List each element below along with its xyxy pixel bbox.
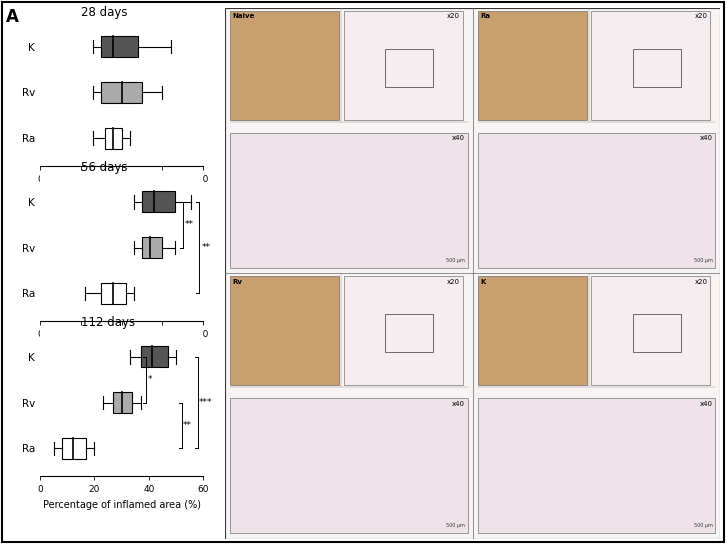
- Text: x40: x40: [452, 400, 465, 407]
- Bar: [478, 133, 715, 268]
- Text: 500 μm: 500 μm: [694, 258, 713, 263]
- Bar: [142, 237, 163, 258]
- Text: x40: x40: [700, 135, 713, 141]
- Text: 500 μm: 500 μm: [694, 523, 713, 528]
- Text: **: **: [185, 220, 194, 229]
- Bar: [142, 191, 175, 212]
- Text: A: A: [6, 8, 19, 26]
- Text: 500 μm: 500 μm: [446, 258, 465, 263]
- Bar: [141, 347, 168, 367]
- Bar: [386, 49, 433, 87]
- Text: **: **: [201, 243, 211, 252]
- Bar: [113, 392, 133, 413]
- Bar: [633, 49, 680, 87]
- Text: B: B: [225, 8, 237, 26]
- Bar: [230, 398, 468, 533]
- X-axis label: Percentage of inflamed area (%): Percentage of inflamed area (%): [43, 344, 200, 355]
- Text: x20: x20: [695, 14, 708, 20]
- Text: ***: ***: [199, 398, 213, 407]
- Bar: [101, 36, 138, 57]
- Text: x20: x20: [447, 279, 460, 285]
- Text: x40: x40: [700, 400, 713, 407]
- Text: Ra: Ra: [480, 14, 490, 20]
- Text: 500 μm: 500 μm: [446, 523, 465, 528]
- Bar: [478, 11, 587, 120]
- Bar: [101, 283, 126, 304]
- Bar: [633, 314, 680, 352]
- Bar: [592, 276, 710, 385]
- Text: *: *: [147, 375, 152, 384]
- Bar: [230, 276, 339, 385]
- X-axis label: Percentage of inflamed area (%): Percentage of inflamed area (%): [43, 189, 200, 200]
- Bar: [344, 11, 462, 120]
- Bar: [101, 82, 142, 103]
- Bar: [478, 398, 715, 533]
- Bar: [105, 128, 122, 149]
- Bar: [386, 314, 433, 352]
- Text: 112 days: 112 days: [81, 316, 135, 329]
- Bar: [62, 438, 86, 459]
- Bar: [230, 133, 468, 268]
- Text: x20: x20: [447, 14, 460, 20]
- Text: **: **: [183, 421, 192, 430]
- Text: Rv: Rv: [232, 279, 242, 285]
- Bar: [478, 276, 587, 385]
- X-axis label: Percentage of inflamed area (%): Percentage of inflamed area (%): [43, 499, 200, 510]
- Text: 28 days: 28 days: [81, 6, 127, 19]
- Bar: [344, 276, 462, 385]
- Text: 56 days: 56 days: [81, 161, 127, 174]
- Text: x20: x20: [695, 279, 708, 285]
- Bar: [592, 11, 710, 120]
- Bar: [230, 11, 339, 120]
- Text: x40: x40: [452, 135, 465, 141]
- Text: K: K: [480, 279, 486, 285]
- Text: Naive: Naive: [232, 14, 255, 20]
